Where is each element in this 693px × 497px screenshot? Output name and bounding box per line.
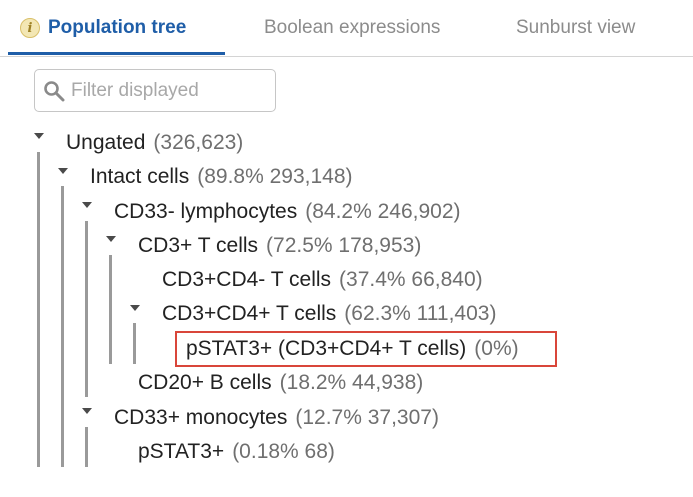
node-stats: (0%) [474,337,519,360]
node-name: CD20+ B cells [138,371,272,394]
caret-down-icon[interactable] [106,236,116,242]
node-name: CD3+CD4- T cells [162,268,332,291]
caret-down-icon[interactable] [130,305,140,311]
node-name: pSTAT3+ (CD3+CD4+ T cells) [186,337,467,360]
node-name: CD33+ monocytes [114,406,288,429]
tab-boolean-expressions[interactable]: Boolean expressions [264,0,440,56]
node-stats: (12.7% 37,307) [295,406,439,429]
tab-sunburst-view-label: Sunburst view [516,17,636,38]
selection-highlight [175,331,557,367]
node-name: pSTAT3+ [138,440,225,463]
node-stats: (18.2% 44,938) [279,371,424,394]
filter-input[interactable] [71,79,261,102]
filter-box[interactable] [34,69,276,112]
tab-population-tree-label: Population tree [48,17,187,38]
tree-node-ungated[interactable]: Ungated (326,623) [66,128,243,158]
tree-node-pstat3[interactable]: pSTAT3+ (0.18% 68) [138,437,335,467]
tree-guide-level-2a [85,221,88,397]
tab-bar: i Population tree Boolean expressions Su… [0,0,693,57]
caret-down-icon[interactable] [82,408,92,414]
tree-node-cd3-cd4pos-t-cells[interactable]: CD3+CD4+ T cells (62.3% 111,403) [162,299,496,329]
tree-node-cd33-monocytes[interactable]: CD33+ monocytes (12.7% 37,307) [114,403,439,433]
node-name: Intact cells [90,165,190,188]
tab-population-tree[interactable]: i Population tree [20,0,186,56]
tree-guide-level-4 [133,323,136,364]
node-name: Ungated [66,131,146,154]
tree-node-cd33-lymphocytes[interactable]: CD33- lymphocytes (84.2% 246,902) [114,197,461,227]
search-icon [44,80,65,101]
caret-down-icon[interactable] [34,133,44,139]
node-stats: (37.4% 66,840) [339,268,483,291]
node-stats: (89.8% 293,148) [197,165,353,188]
tree-node-intact-cells[interactable]: Intact cells (89.8% 293,148) [90,162,353,192]
tree-node-cd3-t-cells[interactable]: CD3+ T cells (72.5% 178,953) [138,231,421,261]
tab-sunburst-view[interactable]: Sunburst view [516,0,635,56]
tree-node-cd20-b-cells[interactable]: CD20+ B cells (18.2% 44,938) [138,368,423,398]
node-stats: (0.18% 68) [232,440,335,463]
tab-boolean-expressions-label: Boolean expressions [264,17,441,38]
node-stats: (326,623) [153,131,244,154]
tree-node-pstat3-cd3-cd4pos[interactable]: pSTAT3+ (CD3+CD4+ T cells) (0%) [186,334,519,364]
tree-guide-level-1 [61,186,64,467]
caret-down-icon[interactable] [82,202,92,208]
node-name: CD3+ T cells [138,234,259,257]
tree-guide-level-3 [109,255,112,364]
node-stats: (62.3% 111,403) [344,302,497,325]
tree-node-cd3-cd4neg-t-cells[interactable]: CD3+CD4- T cells (37.4% 66,840) [162,265,483,295]
node-stats: (84.2% 246,902) [305,200,461,223]
tree-guide-level-2b [85,427,88,467]
node-name: CD3+CD4+ T cells [162,302,337,325]
info-icon: i [20,18,40,38]
caret-down-icon[interactable] [58,168,68,174]
active-tab-indicator [8,52,225,55]
node-name: CD33- lymphocytes [114,200,298,223]
node-stats: (72.5% 178,953) [266,234,422,257]
tree-guide-level-0 [37,152,40,467]
